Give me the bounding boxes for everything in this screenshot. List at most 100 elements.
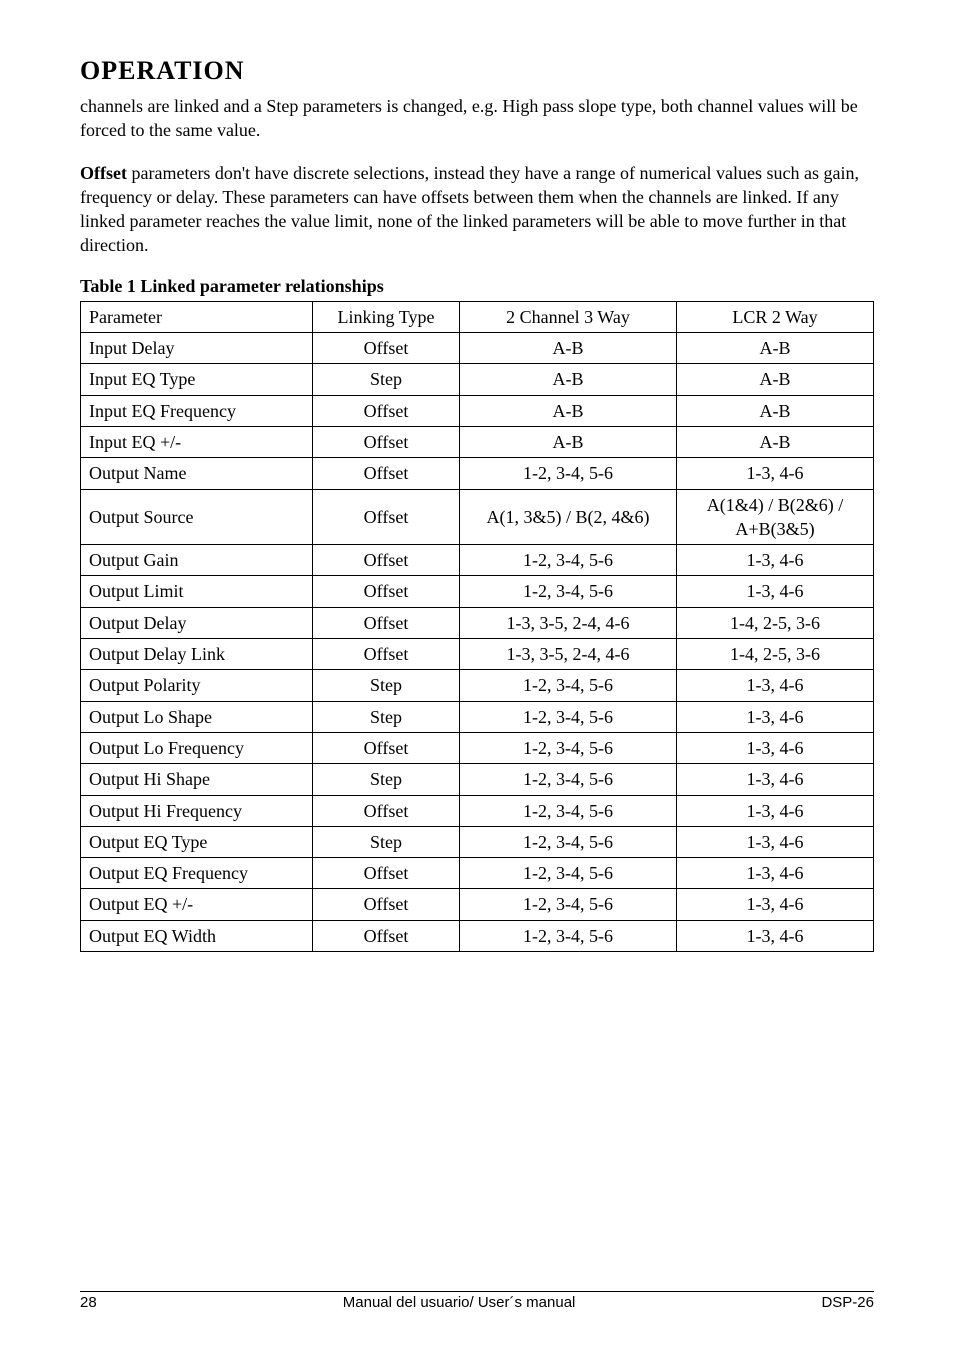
cell-lcr2way: A-B — [677, 333, 874, 364]
cell-2ch3way: 1-2, 3-4, 5-6 — [460, 889, 677, 920]
table-body: Input DelayOffsetA-BA-BInput EQ TypeStep… — [81, 333, 874, 952]
cell-parameter: Output EQ Frequency — [81, 858, 313, 889]
cell-2ch3way: 1-2, 3-4, 5-6 — [460, 458, 677, 489]
cell-linking-type: Offset — [313, 333, 460, 364]
cell-parameter: Output Polarity — [81, 670, 313, 701]
cell-lcr2way: 1-4, 2-5, 3-6 — [677, 607, 874, 638]
table-row: Output NameOffset1-2, 3-4, 5-61-3, 4-6 — [81, 458, 874, 489]
cell-linking-type: Offset — [313, 576, 460, 607]
cell-linking-type: Offset — [313, 545, 460, 576]
parameter-table: Parameter Linking Type 2 Channel 3 Way L… — [80, 301, 874, 952]
table-row: Output GainOffset1-2, 3-4, 5-61-3, 4-6 — [81, 545, 874, 576]
footer-center: Manual del usuario/ User´s manual — [343, 1294, 576, 1311]
cell-linking-type: Offset — [313, 639, 460, 670]
table-row: Output EQ WidthOffset1-2, 3-4, 5-61-3, 4… — [81, 920, 874, 951]
page-footer: 28 Manual del usuario/ User´s manual DSP… — [80, 1291, 874, 1311]
cell-lcr2way: 1-4, 2-5, 3-6 — [677, 639, 874, 670]
cell-linking-type: Offset — [313, 732, 460, 763]
cell-parameter: Output Hi Shape — [81, 764, 313, 795]
table-row: Output PolarityStep1-2, 3-4, 5-61-3, 4-6 — [81, 670, 874, 701]
table-row: Output DelayOffset1-3, 3-5, 2-4, 4-61-4,… — [81, 607, 874, 638]
cell-lcr2way: 1-3, 4-6 — [677, 858, 874, 889]
header-parameter: Parameter — [81, 301, 313, 332]
table-row: Output SourceOffsetA(1, 3&5) / B(2, 4&6)… — [81, 489, 874, 545]
cell-2ch3way: 1-3, 3-5, 2-4, 4-6 — [460, 607, 677, 638]
cell-2ch3way: A(1, 3&5) / B(2, 4&6) — [460, 489, 677, 545]
cell-2ch3way: 1-2, 3-4, 5-6 — [460, 670, 677, 701]
table-row: Input DelayOffsetA-BA-B — [81, 333, 874, 364]
cell-linking-type: Offset — [313, 889, 460, 920]
table-row: Output LimitOffset1-2, 3-4, 5-61-3, 4-6 — [81, 576, 874, 607]
cell-parameter: Output Name — [81, 458, 313, 489]
table-row: Output Lo FrequencyOffset1-2, 3-4, 5-61-… — [81, 732, 874, 763]
cell-2ch3way: 1-2, 3-4, 5-6 — [460, 858, 677, 889]
cell-2ch3way: 1-2, 3-4, 5-6 — [460, 545, 677, 576]
cell-linking-type: Offset — [313, 489, 460, 545]
cell-2ch3way: A-B — [460, 426, 677, 457]
cell-lcr2way: 1-3, 4-6 — [677, 458, 874, 489]
table-row: Output EQ +/-Offset1-2, 3-4, 5-61-3, 4-6 — [81, 889, 874, 920]
cell-lcr2way: 1-3, 4-6 — [677, 670, 874, 701]
section-title: OPERATION — [80, 56, 874, 86]
table-row: Input EQ FrequencyOffsetA-BA-B — [81, 395, 874, 426]
offset-label: Offset — [80, 163, 127, 183]
cell-parameter: Input Delay — [81, 333, 313, 364]
cell-linking-type: Offset — [313, 920, 460, 951]
cell-linking-type: Step — [313, 764, 460, 795]
cell-parameter: Output Source — [81, 489, 313, 545]
cell-linking-type: Step — [313, 670, 460, 701]
cell-2ch3way: A-B — [460, 395, 677, 426]
table-row: Output Hi ShapeStep1-2, 3-4, 5-61-3, 4-6 — [81, 764, 874, 795]
cell-parameter: Output Hi Frequency — [81, 795, 313, 826]
cell-parameter: Output Limit — [81, 576, 313, 607]
cell-lcr2way: 1-3, 4-6 — [677, 920, 874, 951]
cell-lcr2way: 1-3, 4-6 — [677, 732, 874, 763]
cell-linking-type: Offset — [313, 858, 460, 889]
paragraph-2: Offset parameters don't have discrete se… — [80, 161, 874, 258]
cell-linking-type: Step — [313, 826, 460, 857]
cell-2ch3way: 1-2, 3-4, 5-6 — [460, 576, 677, 607]
paragraph-1: channels are linked and a Step parameter… — [80, 94, 874, 143]
table-row: Input EQ TypeStepA-BA-B — [81, 364, 874, 395]
cell-lcr2way: 1-3, 4-6 — [677, 576, 874, 607]
table-row: Output EQ FrequencyOffset1-2, 3-4, 5-61-… — [81, 858, 874, 889]
table-row: Output EQ TypeStep1-2, 3-4, 5-61-3, 4-6 — [81, 826, 874, 857]
header-lcr2way: LCR 2 Way — [677, 301, 874, 332]
cell-2ch3way: 1-2, 3-4, 5-6 — [460, 701, 677, 732]
cell-lcr2way: 1-3, 4-6 — [677, 545, 874, 576]
table-row: Output Hi FrequencyOffset1-2, 3-4, 5-61-… — [81, 795, 874, 826]
cell-parameter: Output EQ +/- — [81, 889, 313, 920]
cell-lcr2way: 1-3, 4-6 — [677, 764, 874, 795]
cell-2ch3way: 1-2, 3-4, 5-6 — [460, 764, 677, 795]
cell-linking-type: Offset — [313, 795, 460, 826]
table-caption: Table 1 Linked parameter relationships — [80, 276, 874, 297]
cell-2ch3way: 1-3, 3-5, 2-4, 4-6 — [460, 639, 677, 670]
cell-lcr2way: 1-3, 4-6 — [677, 889, 874, 920]
cell-parameter: Output Gain — [81, 545, 313, 576]
cell-lcr2way: A-B — [677, 395, 874, 426]
table-row: Output Lo ShapeStep1-2, 3-4, 5-61-3, 4-6 — [81, 701, 874, 732]
cell-2ch3way: A-B — [460, 333, 677, 364]
cell-lcr2way: A-B — [677, 364, 874, 395]
table-header-row: Parameter Linking Type 2 Channel 3 Way L… — [81, 301, 874, 332]
cell-lcr2way: 1-3, 4-6 — [677, 826, 874, 857]
page: OPERATION channels are linked and a Step… — [0, 0, 954, 1351]
cell-linking-type: Offset — [313, 395, 460, 426]
cell-2ch3way: 1-2, 3-4, 5-6 — [460, 920, 677, 951]
cell-linking-type: Offset — [313, 426, 460, 457]
cell-linking-type: Offset — [313, 458, 460, 489]
cell-parameter: Output EQ Type — [81, 826, 313, 857]
header-linking-type: Linking Type — [313, 301, 460, 332]
paragraph-2-rest: parameters don't have discrete selection… — [80, 163, 859, 256]
cell-2ch3way: 1-2, 3-4, 5-6 — [460, 795, 677, 826]
cell-parameter: Output Delay — [81, 607, 313, 638]
cell-linking-type: Step — [313, 364, 460, 395]
cell-parameter: Output Delay Link — [81, 639, 313, 670]
cell-parameter: Input EQ +/- — [81, 426, 313, 457]
cell-2ch3way: A-B — [460, 364, 677, 395]
cell-2ch3way: 1-2, 3-4, 5-6 — [460, 732, 677, 763]
header-2ch3way: 2 Channel 3 Way — [460, 301, 677, 332]
footer-page-number: 28 — [80, 1294, 97, 1311]
cell-parameter: Output Lo Frequency — [81, 732, 313, 763]
cell-2ch3way: 1-2, 3-4, 5-6 — [460, 826, 677, 857]
